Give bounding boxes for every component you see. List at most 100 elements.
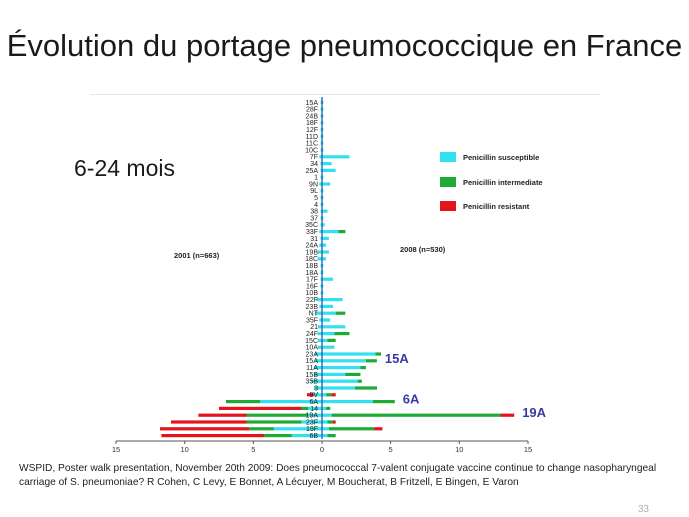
bar-2001-19F-0	[273, 427, 322, 431]
category-label: 9L	[310, 188, 318, 195]
bar-2001-23A-0	[315, 352, 322, 356]
legend-label: Penicillin resistant	[463, 202, 530, 211]
bar-2001-9L-0	[320, 189, 322, 193]
bar-2001-34-0	[320, 162, 322, 166]
category-label: 23B	[306, 304, 319, 311]
category-label: 10B	[306, 290, 319, 297]
category-label: 25A	[306, 168, 319, 175]
x-tick-label: 15	[524, 445, 532, 454]
bar-2008-23F-0	[322, 420, 328, 424]
bar-2008-6A-1	[372, 400, 395, 404]
bar-2008-10B-0	[322, 291, 324, 295]
legend-label: Penicillin susceptible	[463, 153, 539, 162]
category-label: 7F	[310, 154, 318, 161]
x-tick-label: 5	[251, 445, 255, 454]
category-label: 18B	[306, 263, 319, 270]
category-labels: 15A28F24B18F12F11D11C10C7F3425A19N9L5438…	[305, 100, 319, 440]
bar-2001-4-0	[320, 202, 322, 206]
bar-2001-23F-0	[301, 420, 322, 424]
bar-2001-24F-0	[317, 332, 322, 336]
category-label: 9V	[309, 392, 318, 399]
bar-2001-15A-0	[320, 100, 322, 104]
category-label: 28F	[306, 107, 318, 114]
bar-2001-21-0	[317, 325, 322, 329]
bar-2008-38-0	[322, 209, 328, 213]
page-number: 33	[637, 504, 649, 515]
bar-2001-23F-2	[171, 420, 247, 424]
bar-2001-22F-0	[316, 298, 322, 302]
bar-2008-10C-0	[322, 148, 324, 152]
category-label: 31	[310, 236, 318, 243]
category-label: NT	[309, 311, 319, 318]
bar-2008-6B-0	[322, 434, 328, 438]
bar-2008-24A-0	[322, 243, 327, 247]
category-label: 9N	[309, 181, 318, 188]
category-label: 35F	[306, 317, 318, 324]
right-group-label: 2008 (n=530)	[400, 245, 446, 254]
category-label: 35C	[305, 222, 318, 229]
bar-2001-6A-0	[260, 400, 322, 404]
bar-2008-NT-1	[335, 311, 346, 315]
category-label: 22F	[306, 297, 318, 304]
bar-2001-10B-0	[320, 291, 322, 295]
category-label: 19B	[306, 249, 319, 256]
category-label: 17F	[306, 277, 318, 284]
category-label: 21	[310, 324, 318, 331]
category-label: 10A	[306, 345, 319, 352]
bar-2001-12F-0	[320, 128, 322, 132]
bar-2008-23F-1	[327, 420, 333, 424]
bar-2008-24F-1	[334, 332, 350, 336]
slide-title: Évolution du portage pneumococcique en F…	[6, 28, 683, 63]
bar-2008-9V-2	[331, 393, 336, 397]
bar-2001-1-0	[320, 175, 322, 179]
category-label: 24B	[306, 113, 319, 120]
category-label: 23A	[306, 351, 319, 358]
bar-2008-14-1	[326, 406, 331, 410]
legend-swatch	[440, 201, 456, 211]
bars-layer	[160, 100, 515, 438]
bar-2001-19F-1	[249, 427, 274, 431]
bar-2001-35B-0	[311, 379, 322, 383]
bar-2001-18B-0	[320, 264, 322, 268]
bar-2008-12F-0	[322, 128, 324, 132]
category-label: 14	[310, 406, 318, 413]
category-label: 37	[310, 215, 318, 222]
bar-2008-15A-0	[322, 359, 366, 363]
bar-2008-33F-0	[322, 230, 339, 234]
category-label: 15B	[306, 372, 319, 379]
bar-2001-15B-0	[313, 372, 322, 376]
bar-2008-18B-0	[322, 264, 324, 268]
bar-2008-31-0	[322, 236, 329, 240]
bar-2001-15C-0	[317, 338, 322, 342]
bar-2001-9V-2	[306, 393, 314, 397]
serotype-distribution-chart: 15A28F24B18F12F11D11C10C7F3425A19N9L5438…	[112, 97, 547, 454]
category-label: 6A	[309, 399, 318, 406]
bar-2001-31-0	[320, 236, 322, 240]
category-label: 11C	[306, 141, 318, 148]
bar-2001-38-0	[320, 209, 322, 213]
bar-2008-21-0	[322, 325, 346, 329]
bar-2001-6B-0	[291, 434, 322, 438]
category-label: 34	[310, 161, 318, 168]
bar-2008-15A-1	[365, 359, 377, 363]
bar-2008-17F-0	[322, 277, 333, 281]
bar-2008-35F-0	[322, 318, 331, 322]
bar-2001-17F-0	[320, 277, 322, 281]
bar-2001-14-2	[219, 406, 302, 410]
bar-2001-33F-0	[319, 230, 322, 234]
citation-footnote: WSPID, Poster walk presentation, Novembe…	[19, 463, 657, 488]
bar-2008-7F-0	[322, 155, 350, 159]
category-label: 11D	[306, 134, 318, 141]
category-label: 5	[314, 195, 318, 202]
bar-2001-9N-0	[319, 182, 322, 186]
chart-legend: Penicillin susceptible Penicillin interme…	[440, 152, 543, 211]
legend-label: Penicillin intermediate	[463, 178, 543, 187]
bar-2008-18F-0	[322, 121, 324, 125]
bar-2001-14-0	[308, 406, 322, 410]
bar-2008-15C-1	[327, 338, 336, 342]
bar-2001-28F-0	[320, 107, 322, 111]
x-tick-label: 10	[181, 445, 189, 454]
legend-swatch	[440, 177, 456, 187]
x-tick-label: 5	[389, 445, 393, 454]
bar-2008-19A-2	[500, 413, 515, 417]
